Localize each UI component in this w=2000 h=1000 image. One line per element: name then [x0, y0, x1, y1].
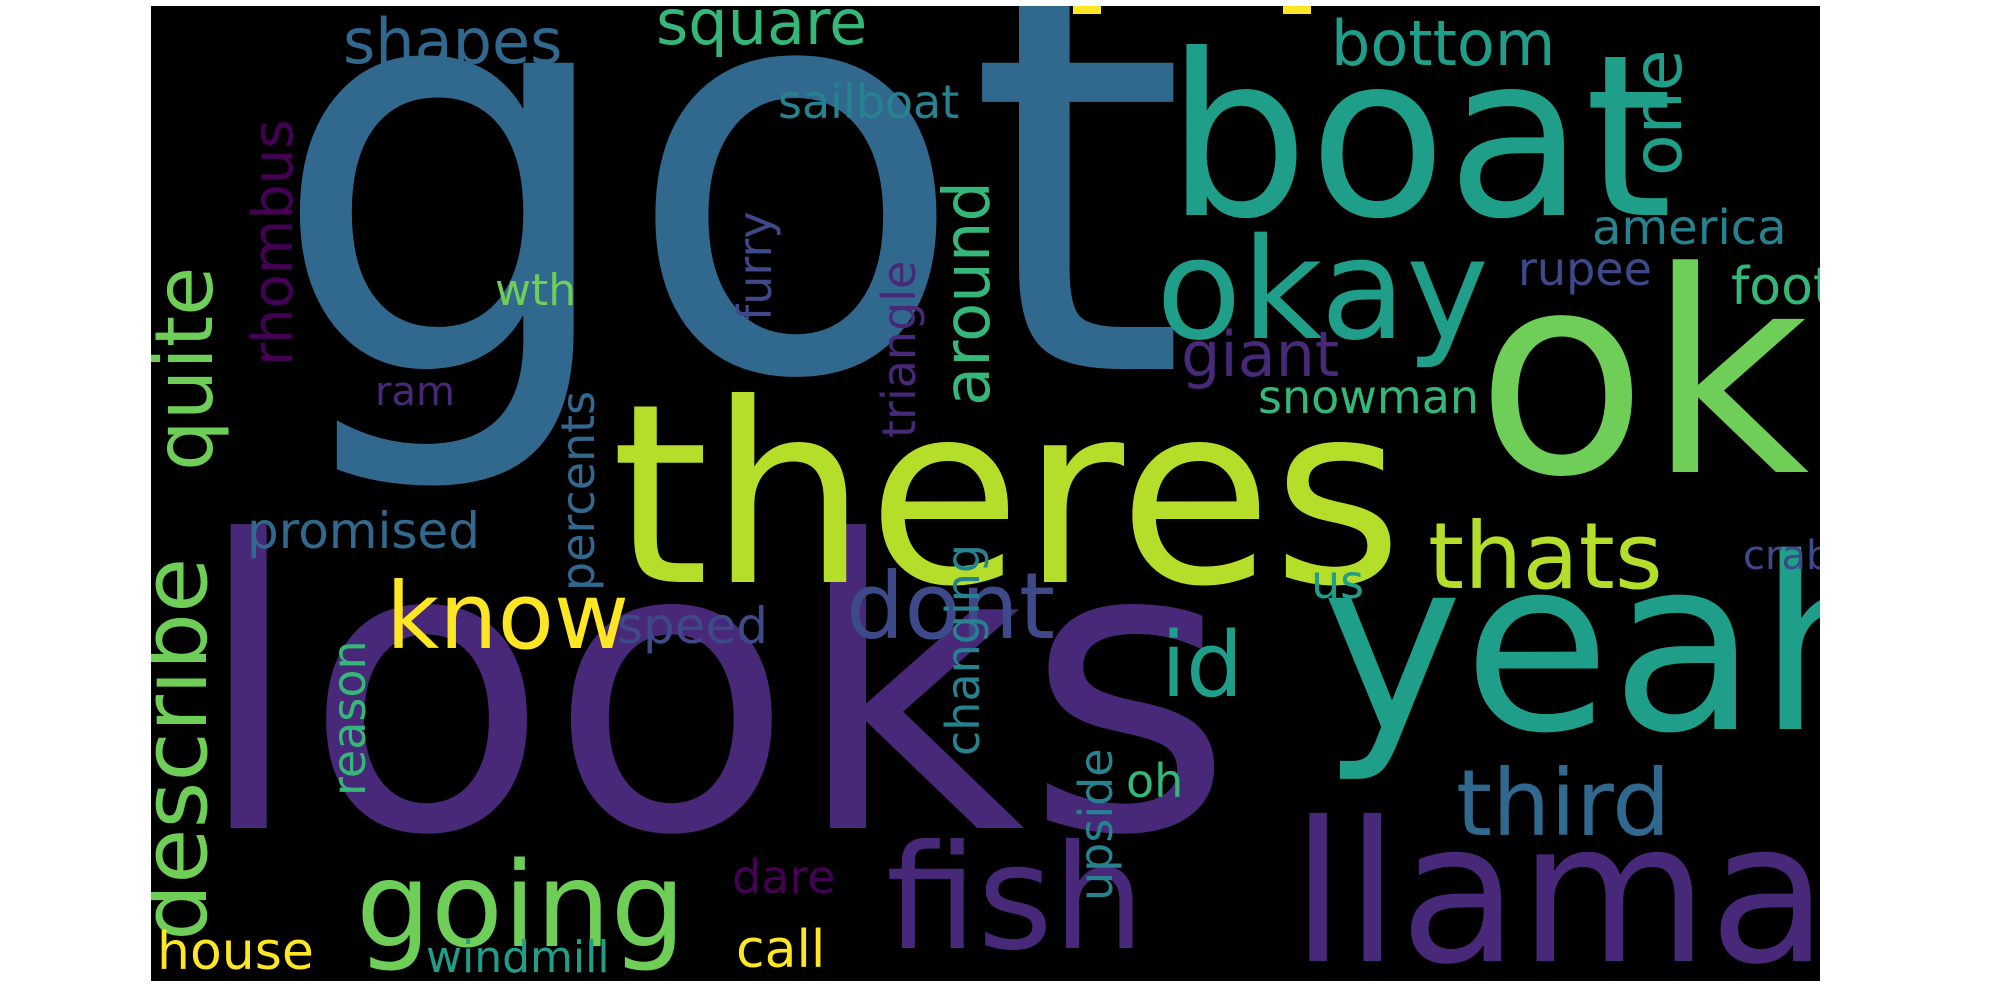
word-us: us: [1311, 555, 1365, 609]
word-giant: giant: [1181, 318, 1340, 391]
word-llama: llama: [1291, 780, 1820, 981]
word-america: america: [1592, 200, 1787, 256]
word-windmill: windmill: [426, 932, 610, 981]
word-dare: dare: [732, 850, 836, 904]
word-shapes: shapes: [343, 6, 563, 78]
word-rupee: rupee: [1518, 242, 1652, 296]
word-wth: wth: [495, 265, 577, 316]
word-boat: boat: [1166, 7, 1673, 269]
word-cloud: got looks theres ok boat yeah llama fish…: [151, 6, 1820, 981]
word-foot: foot: [1731, 257, 1820, 317]
clipped-word-mark: [1073, 6, 1101, 14]
word-house: house: [157, 922, 314, 981]
word-ok: ok: [1476, 213, 1810, 539]
word-know: know: [386, 563, 630, 670]
word-yeah: yeah: [1321, 506, 1820, 786]
word-call: call: [736, 920, 826, 980]
word-dont: dont: [846, 553, 1056, 660]
word-ram: ram: [375, 369, 455, 415]
word-percents: percents: [551, 390, 605, 591]
word-third: third: [1456, 750, 1671, 857]
word-okay: okay: [1156, 209, 1489, 372]
word-sailboat: sailboat: [778, 75, 960, 129]
word-reason: reason: [322, 640, 376, 796]
word-going: going: [356, 836, 686, 974]
word-furry: furry: [728, 211, 782, 321]
word-rhombus: rhombus: [241, 119, 306, 366]
word-fish: fish: [886, 814, 1145, 981]
word-got: got: [269, 6, 1187, 502]
word-thats: thats: [1428, 503, 1663, 610]
word-bottom: bottom: [1331, 7, 1556, 80]
word-around: around: [931, 180, 1005, 406]
word-describe: describe: [151, 557, 228, 941]
word-changing: changing: [936, 543, 990, 756]
clipped-word-mark: [1283, 6, 1311, 14]
word-one: one: [1619, 49, 1698, 176]
word-speed: speed: [617, 597, 769, 655]
word-theres: theres: [611, 350, 1403, 641]
word-promised: promised: [247, 502, 480, 560]
word-id: id: [1161, 613, 1244, 718]
word-snowman: snowman: [1258, 370, 1480, 424]
word-triangle: triangle: [872, 260, 926, 438]
word-quite: quite: [151, 266, 231, 471]
word-looks: looks: [193, 458, 1234, 923]
word-oh: oh: [1126, 754, 1184, 808]
word-upside: upside: [1069, 748, 1123, 901]
word-square: square: [656, 6, 868, 59]
word-crab: crab: [1743, 533, 1820, 579]
